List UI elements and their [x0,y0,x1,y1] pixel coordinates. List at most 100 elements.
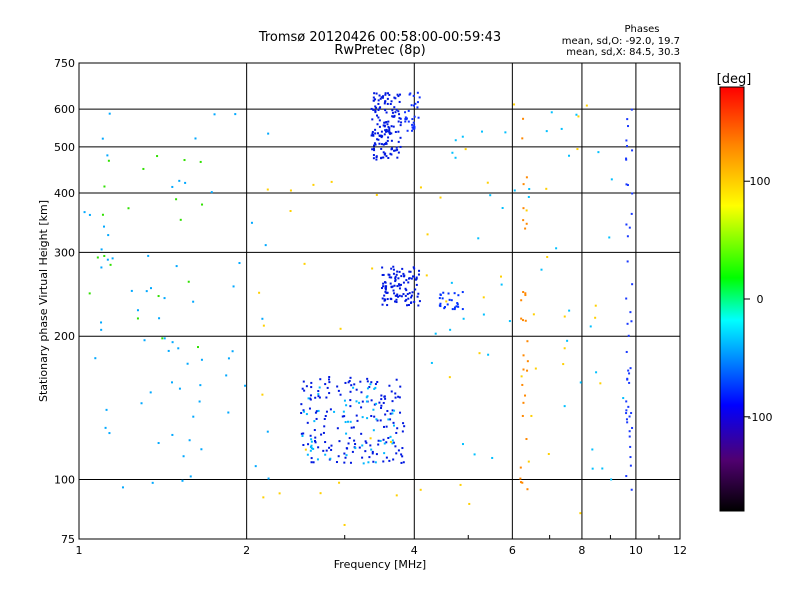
data-point [373,415,376,418]
data-point [404,111,407,114]
data-point [349,461,352,464]
data-point [349,420,352,423]
data-point [372,108,375,111]
data-point [398,117,401,120]
data-point [528,188,531,191]
data-point [390,153,393,156]
data-point [462,317,465,320]
data-point [88,213,91,216]
data-point [157,295,160,298]
data-point [417,292,420,295]
data-point [324,383,327,386]
data-point [373,142,376,145]
data-point [356,419,359,422]
data-point [349,405,352,408]
data-point [413,127,416,130]
data-point [526,369,529,372]
y-axis-label: Stationary phase Virtual Height [km] [37,200,50,402]
data-point [486,181,489,184]
data-point [370,134,373,137]
data-point [103,185,106,188]
data-point [312,461,315,464]
data-point [417,273,420,276]
data-point [392,421,395,424]
data-point [187,280,190,283]
data-point [394,280,397,283]
data-point [522,207,525,210]
data-point [631,426,634,429]
data-point [199,160,202,163]
data-point [317,393,320,396]
data-point [163,337,166,340]
data-point [395,378,398,381]
data-point [384,129,387,132]
data-point [355,400,358,403]
data-point [453,306,456,309]
data-point [522,117,525,120]
data-point [441,297,444,300]
data-point [199,384,202,387]
data-point [392,272,395,275]
data-point [477,237,480,240]
data-point [562,363,565,366]
data-point [374,111,377,114]
data-point [530,414,533,417]
data-point [387,437,390,440]
data-point [343,523,346,526]
data-point [367,461,370,464]
data-point [626,260,629,263]
data-point [227,411,230,414]
data-point [454,139,457,142]
data-point [344,421,347,424]
data-point [375,453,378,456]
data-point [378,94,381,97]
data-point [384,121,387,124]
data-point [158,317,161,320]
data-point [372,99,375,102]
data-point [380,134,383,137]
data-point [382,95,385,98]
data-point [388,384,391,387]
data-point [468,502,471,505]
data-point [628,381,631,384]
data-point [348,380,351,383]
data-point [381,96,384,99]
data-point [404,287,407,290]
data-point [349,399,352,402]
data-point [381,266,384,269]
data-point [107,234,110,237]
phases-title: Phases [624,24,659,35]
data-point [524,394,527,397]
data-point [508,320,511,323]
data-point [353,439,356,442]
data-point [416,101,419,104]
data-point [521,414,524,417]
data-point [406,304,409,307]
data-point [394,300,397,303]
data-point [312,183,315,186]
data-point [339,327,342,330]
data-point [413,124,416,127]
data-point [390,390,393,393]
data-point [380,406,383,409]
data-point [232,285,235,288]
data-point [456,303,459,306]
data-point [378,107,381,110]
data-point [439,196,442,199]
data-point [522,291,525,294]
data-point [366,417,369,420]
data-point [302,409,305,412]
x-tick-label: 8 [578,544,585,557]
data-point [181,479,184,482]
data-point [267,132,270,135]
data-point [418,269,421,272]
data-point [400,121,403,124]
data-point [358,446,361,449]
data-point [406,293,409,296]
data-point [396,93,399,96]
data-point [491,456,494,459]
data-point [345,454,348,457]
data-point [625,418,628,421]
data-point [383,294,386,297]
data-point [100,248,103,251]
